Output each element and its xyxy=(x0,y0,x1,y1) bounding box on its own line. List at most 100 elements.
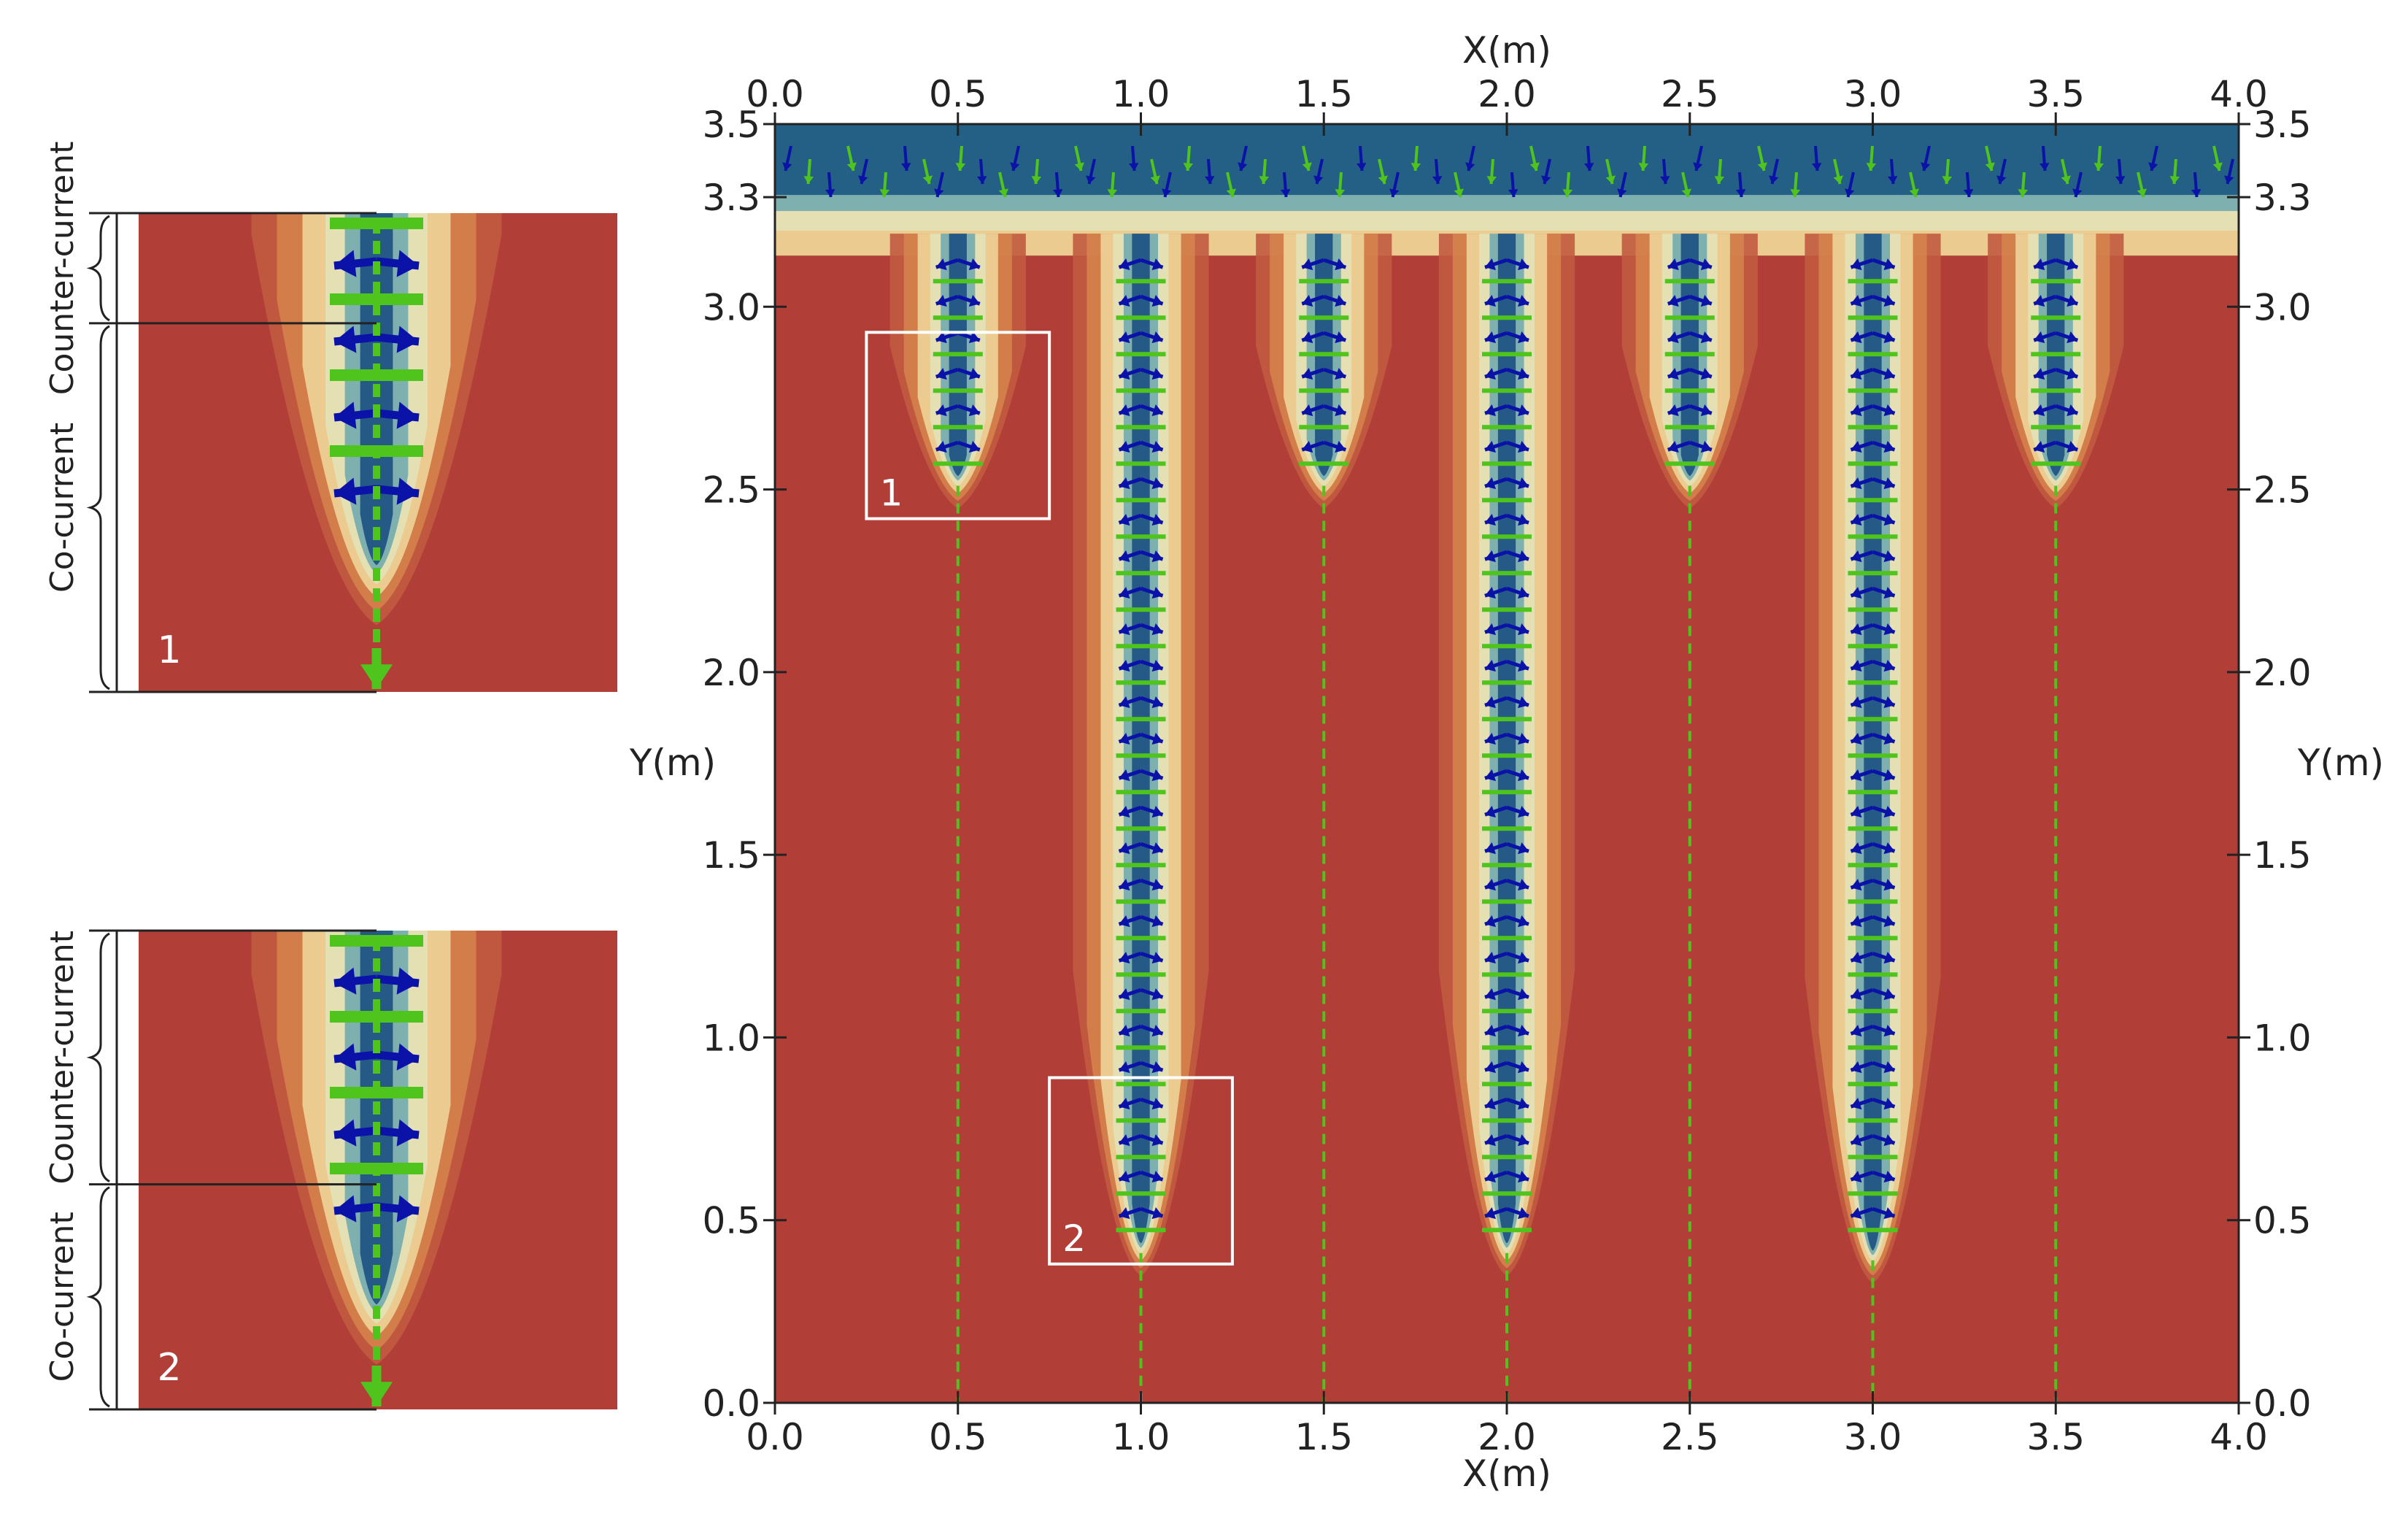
layer-arrow-65-head xyxy=(2018,189,2029,197)
finger-6-blue-arrow-l-44-head xyxy=(1851,1061,1862,1074)
inset-2-blue-arrow-l-1-head xyxy=(334,967,357,995)
layer-arrow-45-head xyxy=(1638,163,1649,171)
layer-arrow-9-head xyxy=(955,163,966,171)
layer-arrow-69-head xyxy=(2094,163,2104,171)
x-tick-label-top-8: 4.0 xyxy=(2210,73,2268,115)
finger-6-blue-arrow-r-42-head xyxy=(1883,1025,1895,1037)
layer-arrow-26-head xyxy=(1280,189,1291,197)
finger-4-blue-arrow-r-34-head xyxy=(1517,879,1529,891)
finger-2-blue-arrow-r-8-head xyxy=(1151,404,1163,417)
finger-6-blue-arrow-r-34-head xyxy=(1883,879,1895,891)
inset-2-blue-arrow-l-3-head xyxy=(334,1043,357,1071)
finger-6-blue-arrow-r-52-head xyxy=(1883,1207,1895,1220)
inset-2-brace-1 xyxy=(86,1186,110,1408)
finger-4-blue-arrow-r-20-head xyxy=(1517,623,1529,636)
layer-arrow-60-head xyxy=(1921,162,1931,171)
finger-2-blue-arrow-r-32-head xyxy=(1151,842,1163,855)
finger-1-blue-arrow-r-2-head xyxy=(968,295,980,307)
finger-2-blue-arrow-l-40-head xyxy=(1119,988,1130,1001)
finger-2-blue-arrow-l-38-head xyxy=(1119,952,1130,964)
finger-6-blue-arrow-l-2-head xyxy=(1851,295,1862,307)
finger-4-blue-arrow-r-40-head xyxy=(1517,988,1529,1001)
y-tick-label-left-5: 2.5 xyxy=(702,469,760,512)
layer-arrow-61-head xyxy=(1942,176,1953,184)
y-tick-label-right-0: 0.0 xyxy=(2253,1382,2312,1425)
layer-arrow-29-head xyxy=(1335,189,1346,197)
layer-arrow-24-head xyxy=(1238,162,1248,171)
x-axis-label-bottom: X(m) xyxy=(1462,1452,1551,1495)
inset-1-blue-arrow-r-1-head xyxy=(396,250,419,277)
finger-7-blue-arrow-r-2-head xyxy=(2067,295,2078,307)
finger-2-blue-arrow-r-46-head xyxy=(1151,1098,1163,1110)
finger-2-blue-arrow-r-26-head xyxy=(1151,733,1163,745)
finger-5-blue-arrow-l-4-head xyxy=(1667,331,1679,344)
finger-4-blue-arrow-l-4-head xyxy=(1485,331,1497,344)
layer-arrow-28-head xyxy=(1313,175,1324,184)
finger-7-blue-arrow-l-2-head xyxy=(2034,295,2045,307)
layer-arrow-25-head xyxy=(1259,176,1270,184)
x-tick-label-top-1: 0.5 xyxy=(929,73,987,115)
finger-1-blue-arrow-l-6-head xyxy=(935,368,947,380)
finger-1-blue-arrow-l-10-head xyxy=(935,441,947,453)
finger-6-blue-arrow-r-26-head xyxy=(1883,733,1895,745)
finger-6-blue-arrow-l-6-head xyxy=(1851,368,1862,380)
finger-4-blue-arrow-r-38-head xyxy=(1517,952,1529,964)
y-tick-label-right-5: 2.5 xyxy=(2253,469,2312,512)
finger-2-blue-arrow-r-28-head xyxy=(1151,769,1163,782)
layer-arrow-72-head xyxy=(2148,162,2158,171)
finger-4-blue-arrow-r-18-head xyxy=(1517,587,1529,599)
finger-4-blue-arrow-l-22-head xyxy=(1485,660,1497,672)
inset-2-blue-arrow-r-5-head xyxy=(396,1119,419,1147)
inset-2-label: 2 xyxy=(157,1346,181,1390)
finger-6-blue-arrow-l-16-head xyxy=(1851,550,1862,563)
y-tick-label-left-2: 1.0 xyxy=(702,1017,760,1059)
layer-arrow-23-head xyxy=(1226,188,1236,197)
finger-4-blue-arrow-l-36-head xyxy=(1485,915,1497,928)
layer-skirt-4 xyxy=(775,193,2239,212)
finger-6-blue-arrow-l-0-head xyxy=(1851,258,1862,271)
layer-arrow-8-head xyxy=(934,188,944,197)
finger-6-blue-arrow-r-22-head xyxy=(1883,660,1895,672)
inset-2-blue-arrow-l-7-head xyxy=(334,1195,357,1223)
finger-4-blue-arrow-r-44-head xyxy=(1517,1061,1529,1074)
finger-2-blue-arrow-r-44-head xyxy=(1151,1061,1163,1074)
layer-arrow-74-head xyxy=(2191,189,2201,197)
finger-1-blue-arrow-r-6-head xyxy=(968,368,980,380)
finger-6-blue-arrow-l-30-head xyxy=(1851,806,1862,818)
y-axis-label-right: Y(m) xyxy=(2297,742,2384,784)
layer-arrow-17-head xyxy=(1107,189,1118,197)
zoom-box-2 xyxy=(1048,1076,1234,1266)
layer-arrow-10-head xyxy=(976,176,987,184)
finger-3-blue-arrow-r-4-head xyxy=(1335,331,1346,344)
finger-4-blue-arrow-r-32-head xyxy=(1517,842,1529,855)
finger-6-blue-arrow-l-24-head xyxy=(1851,696,1862,709)
finger-2-blue-arrow-l-46-head xyxy=(1119,1098,1130,1110)
finger-2-blue-arrow-r-40-head xyxy=(1151,988,1163,1001)
finger-7-blue-arrow-r-0-head xyxy=(2067,258,2078,271)
inset-1-brace-1 xyxy=(86,325,110,690)
finger-2-blue-arrow-l-30-head xyxy=(1119,806,1130,818)
finger-6-blue-arrow-l-32-head xyxy=(1851,842,1862,855)
finger-6-blue-arrow-l-48-head xyxy=(1851,1134,1862,1147)
layer-arrow-67-head xyxy=(2061,175,2071,184)
finger-6-blue-arrow-r-8-head xyxy=(1883,404,1895,417)
finger-2-blue-arrow-r-10-head xyxy=(1151,441,1163,453)
finger-6-blue-arrow-l-52-head xyxy=(1851,1207,1862,1220)
finger-2-blue-arrow-r-4-head xyxy=(1151,331,1163,344)
finger-7-blue-arrow-l-10-head xyxy=(2034,441,2045,453)
finger-3-blue-arrow-l-2-head xyxy=(1302,295,1313,307)
layer-arrow-70-head xyxy=(2115,176,2126,184)
finger-6-blue-arrow-r-12-head xyxy=(1883,477,1895,490)
layer-arrow-34-head xyxy=(1432,176,1443,184)
layer-arrow-5-head xyxy=(879,189,890,197)
layer-arrow-76-head xyxy=(2224,175,2234,184)
finger-2-blue-arrow-r-38-head xyxy=(1151,952,1163,964)
finger-2-blue-arrow-l-42-head xyxy=(1119,1025,1130,1037)
finger-6-blue-arrow-l-28-head xyxy=(1851,769,1862,782)
finger-2-blue-arrow-l-24-head xyxy=(1119,696,1130,709)
finger-2-blue-arrow-l-10-head xyxy=(1119,441,1130,453)
finger-3-blue-arrow-l-0-head xyxy=(1302,258,1313,271)
finger-4-blue-arrow-r-10-head xyxy=(1517,441,1529,453)
finger-5-blue-arrow-l-8-head xyxy=(1667,404,1679,417)
inset-1-brace-0 xyxy=(86,215,110,322)
